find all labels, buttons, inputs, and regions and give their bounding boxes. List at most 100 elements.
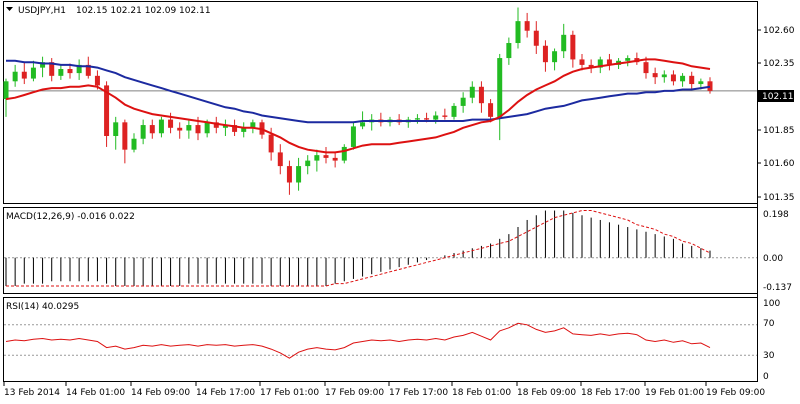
time-tick-label: 18 Feb 09:00 (517, 388, 576, 398)
time-tick-label: 13 Feb 2014 (4, 388, 60, 398)
candle-body (177, 127, 183, 131)
candle (149, 119, 155, 139)
time-tick-label: 18 Feb 17:00 (581, 388, 640, 398)
candle (21, 62, 27, 85)
candle-body (350, 126, 356, 147)
candle-body (21, 71, 27, 79)
rsi-tick: 100 (763, 299, 780, 309)
candle (451, 103, 457, 120)
rsi-tick: 0 (763, 372, 769, 382)
candle-body (506, 43, 512, 59)
candle (670, 70, 676, 86)
candle-body (104, 85, 110, 136)
candle-body (360, 122, 366, 127)
candle-body (30, 67, 36, 79)
candle (414, 114, 420, 124)
candle-body (67, 69, 73, 74)
candle (469, 81, 475, 104)
candle-body (3, 81, 9, 100)
candle-body (542, 45, 548, 63)
rsi-label: RSI(14) 40.0295 (6, 302, 79, 312)
candle (3, 78, 9, 117)
candle-body (533, 30, 539, 46)
candle-body (76, 64, 82, 74)
candle-body (12, 71, 18, 82)
candle (341, 144, 347, 164)
candle (506, 37, 512, 65)
candle-body (186, 125, 192, 131)
candle-body (222, 125, 228, 128)
candle (497, 53, 503, 141)
candle-body (606, 59, 612, 65)
candle (232, 119, 238, 136)
macd-pane (4, 210, 757, 287)
candle (250, 119, 256, 134)
candle (49, 58, 55, 82)
candle (396, 114, 402, 126)
candle-body (597, 59, 603, 68)
candle (689, 71, 695, 90)
candle-body (332, 157, 338, 161)
candle-body (570, 34, 576, 60)
candle-body (58, 69, 64, 76)
time-tick-label: 19 Feb 09:00 (706, 388, 765, 398)
ohlc-label: 102.15 102.21 102.09 102.11 (76, 6, 211, 16)
candle (305, 155, 311, 175)
candle (67, 63, 73, 79)
candle (76, 59, 82, 80)
candle (542, 40, 548, 72)
candle-body (707, 81, 713, 91)
current-price-tag (758, 90, 794, 102)
candle-body (698, 81, 704, 85)
candle (442, 108, 448, 120)
candle (30, 60, 36, 82)
rsi-tick: 30 (763, 351, 775, 361)
main-pane (3, 7, 757, 195)
price-tick: 102.35 (763, 59, 795, 69)
candle-body (113, 122, 119, 136)
candle (12, 64, 18, 87)
time-tick-label: 17 Feb 17:00 (389, 388, 448, 398)
candle (378, 112, 384, 127)
candle (241, 122, 247, 138)
candle-body (140, 125, 146, 139)
candle (707, 77, 713, 94)
candle (661, 70, 667, 83)
candle-body (579, 59, 585, 65)
candle-body (442, 115, 448, 117)
symbol-label: USDJPY,H1 (18, 6, 66, 16)
time-tick-label: 17 Feb 09:00 (325, 388, 384, 398)
candle-body (158, 119, 164, 134)
candle (122, 119, 128, 164)
candle-body (286, 166, 292, 183)
candle (460, 92, 466, 113)
time-tick-label: 14 Feb 09:00 (131, 388, 190, 398)
price-tick: 101.85 (763, 126, 795, 136)
candle-body (680, 75, 686, 82)
candle (58, 64, 64, 80)
candle (113, 116, 119, 150)
price-tick: 102.60 (763, 26, 795, 36)
candle-body (433, 115, 439, 120)
candle-body (670, 74, 676, 82)
candle (533, 21, 539, 54)
candle (579, 53, 585, 71)
candle (186, 119, 192, 139)
price-tick: 101.35 (763, 193, 795, 203)
dropdown-arrow-icon[interactable] (6, 7, 13, 11)
rsi-axis: 100 70 30 0 (763, 299, 780, 382)
candle-body (241, 127, 247, 132)
macd-tick: 0.00 (763, 254, 783, 264)
candle-body (49, 62, 55, 76)
macd-tick: -0.137 (763, 283, 792, 293)
time-tick-label: 14 Feb 01:00 (66, 388, 125, 398)
time-tick-label: 17 Feb 01:00 (260, 388, 319, 398)
candle-body (122, 122, 128, 150)
main-pane-frame (3, 1, 758, 204)
candle-body (268, 134, 274, 153)
candle (552, 48, 558, 71)
candle (350, 122, 356, 150)
macd-label: MACD(12,26,9) -0.016 0.022 (6, 212, 135, 222)
candle-body (652, 73, 658, 78)
